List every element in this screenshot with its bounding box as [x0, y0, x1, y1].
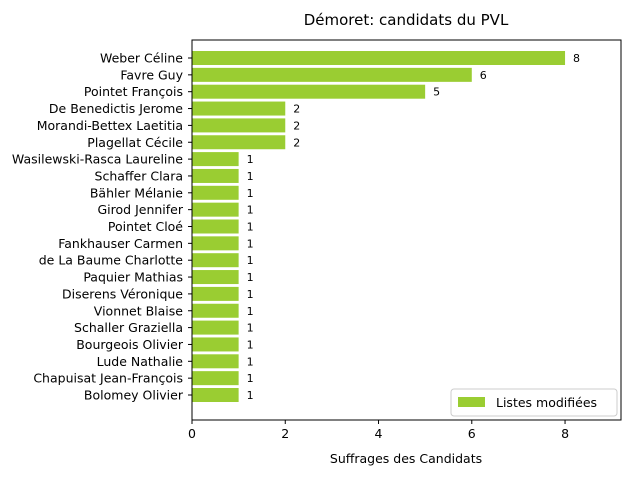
y-tick-label: Plagellat Cécile	[87, 135, 183, 150]
data-label: 2	[293, 119, 300, 132]
x-tick-label: 0	[188, 426, 196, 441]
y-tick-label: Pointet Cloé	[108, 219, 183, 234]
y-tick-label: Paquier Mathias	[83, 270, 183, 285]
bar	[192, 118, 286, 133]
bar	[192, 168, 239, 183]
y-tick-label: Bähler Mélanie	[90, 185, 183, 200]
data-label: 1	[247, 305, 254, 318]
y-tick-label: Pointet François	[84, 84, 183, 99]
bar	[192, 236, 239, 251]
data-label: 1	[247, 153, 254, 166]
y-tick-label: de La Baume Charlotte	[39, 253, 184, 268]
data-label: 1	[247, 237, 254, 250]
data-label: 6	[480, 69, 487, 82]
x-tick-label: 8	[561, 426, 569, 441]
x-tick-label: 4	[375, 426, 383, 441]
bar	[192, 51, 566, 65]
y-tick-label: Wasilewski-Rasca Laureline	[12, 152, 183, 167]
y-tick-label: Bolomey Olivier	[84, 388, 184, 403]
bar	[192, 67, 472, 82]
data-label: 1	[247, 322, 254, 335]
bar	[192, 320, 239, 335]
y-tick-label: Chapuisat Jean-François	[33, 371, 183, 386]
data-label: 2	[293, 136, 300, 149]
data-label: 1	[247, 254, 254, 267]
data-label: 1	[247, 389, 254, 402]
data-label: 8	[573, 52, 580, 65]
y-tick-label: Diserens Véronique	[62, 286, 183, 301]
x-axis-label: Suffrages des Candidats	[330, 451, 482, 466]
y-tick-label: Weber Céline	[100, 51, 183, 66]
y-tick-label: Schaffer Clara	[95, 168, 183, 183]
y-tick-label: Schaller Graziella	[74, 320, 183, 335]
data-label: 1	[247, 338, 254, 351]
legend-box	[450, 388, 618, 417]
data-label: 1	[247, 355, 254, 368]
data-label: 1	[247, 204, 254, 217]
bar	[192, 219, 239, 234]
bar	[192, 270, 239, 285]
y-tick-label: Girod Jennifer	[97, 202, 183, 217]
data-label: 1	[247, 288, 254, 301]
y-tick-label: Bourgeois Olivier	[76, 337, 184, 352]
bar	[192, 185, 239, 200]
data-label: 2	[293, 103, 300, 116]
bar	[192, 303, 239, 318]
bar	[192, 135, 286, 150]
bar	[192, 101, 286, 116]
bar	[192, 337, 239, 352]
y-tick-label: De Benedictis Jerome	[49, 101, 183, 116]
data-label: 1	[247, 221, 254, 234]
bar	[192, 354, 239, 369]
data-label: 1	[247, 271, 254, 284]
y-tick-label: Morandi-Bettex Laetitia	[37, 118, 183, 133]
y-tick-label: Favre Guy	[120, 67, 183, 82]
x-tick-label: 6	[468, 426, 476, 441]
bar	[192, 202, 239, 217]
bar	[192, 152, 239, 167]
chart-title: Démoret: candidats du PVL	[304, 11, 509, 29]
data-label: 1	[247, 187, 254, 200]
bars-layer: 8 6 5 2 2 2 1 1 1 1 1 1 1 1 1 1 1 1 1 1 1	[192, 51, 580, 402]
legend-swatch	[458, 397, 485, 407]
y-tick-label: Lude Nathalie	[97, 354, 184, 369]
x-tick-label: 2	[281, 426, 289, 441]
bar	[192, 371, 239, 386]
plot-frame	[191, 39, 622, 421]
data-label: 1	[247, 372, 254, 385]
bar	[192, 253, 239, 268]
legend: Listes modifiées	[450, 388, 618, 417]
bar	[192, 388, 239, 402]
data-label: 5	[433, 86, 440, 99]
data-label: 1	[247, 170, 254, 183]
y-tick-label: Fankhauser Carmen	[58, 236, 183, 251]
bar	[192, 286, 239, 301]
bar	[192, 84, 426, 99]
legend-label: Listes modifiées	[496, 395, 597, 410]
y-tick-label: Vionnet Blaise	[94, 303, 184, 318]
